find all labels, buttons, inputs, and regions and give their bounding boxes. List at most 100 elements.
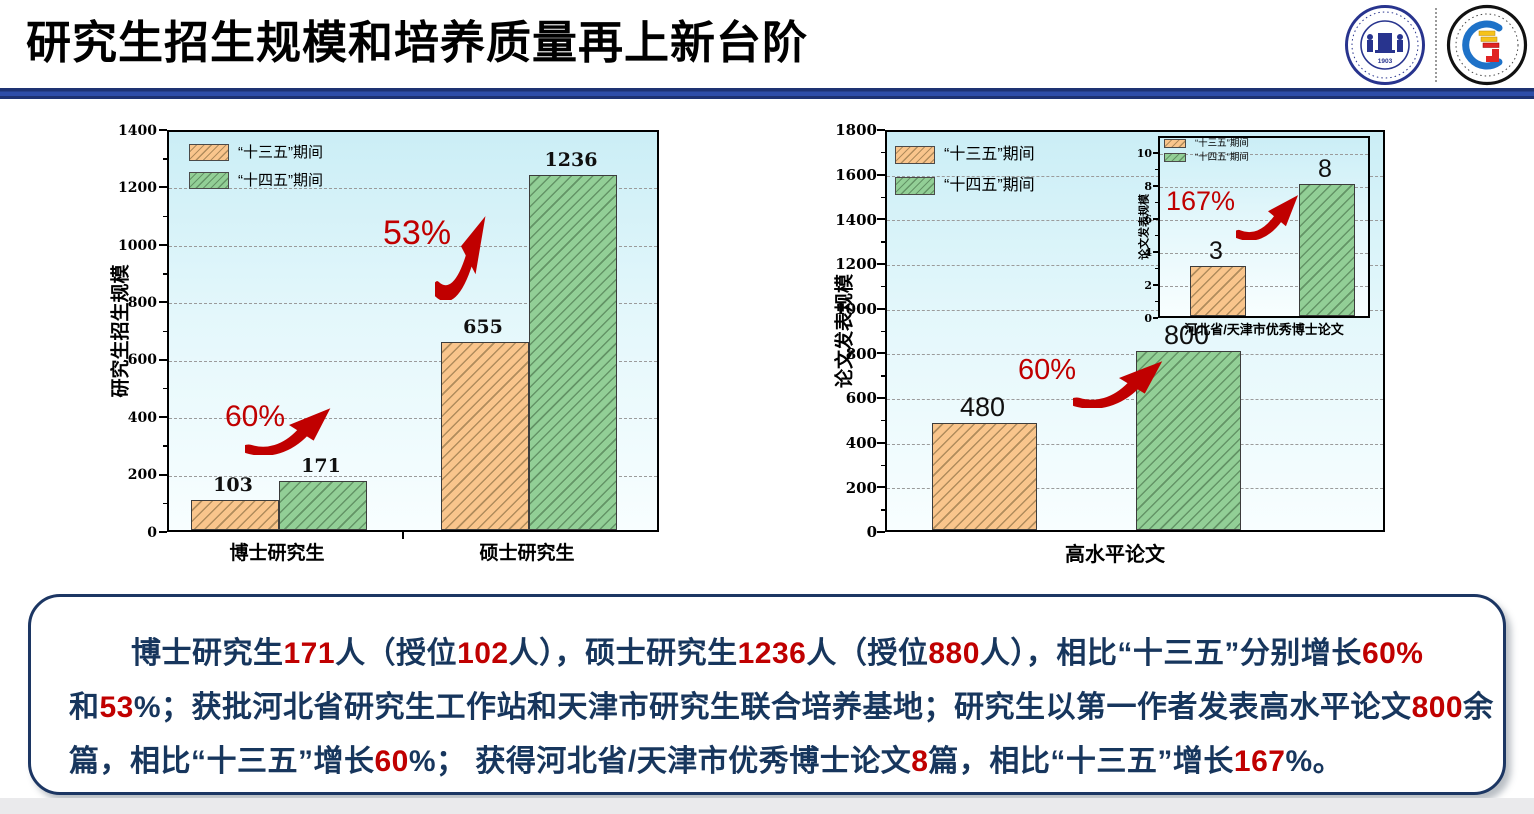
y-axis-label: 论文发表规模 [1138, 194, 1151, 260]
summary-text: 博士研究生 [131, 637, 284, 670]
legend-swatch [895, 146, 935, 164]
bar [1299, 183, 1355, 316]
title-rule [0, 88, 1534, 99]
y-tick-mark [877, 352, 885, 355]
y-minor-tick-mark [163, 387, 167, 390]
gridline [169, 245, 657, 247]
gridline [887, 354, 1383, 356]
summary-box: 博士研究生171人（授位102人），硕士研究生1236人（授位880人），相比“… [28, 594, 1506, 795]
summary-text: %。 [1285, 745, 1344, 778]
x-category-label: 高水平论文 [1065, 544, 1165, 566]
y-tick-mark [1153, 317, 1158, 319]
legend-row: “十三五”期间 [189, 144, 323, 161]
y-minor-tick-mark [163, 445, 167, 447]
y-tick-label: 200 [127, 467, 157, 484]
bar [932, 422, 1037, 530]
y-tick-label: 800 [845, 344, 877, 363]
growth-percent-label: 167% [1166, 186, 1236, 216]
gridline [1160, 186, 1368, 188]
summary-highlight: 800 [1411, 691, 1464, 724]
gridline [169, 188, 657, 190]
bar-value-label: 800 [1163, 320, 1210, 351]
growth-percent-label: 53% [383, 214, 452, 252]
y-tick-label: 1400 [835, 210, 877, 229]
y-tick-mark [159, 473, 167, 476]
slide-bottom-strip [0, 798, 1534, 814]
gridline [887, 175, 1383, 177]
legend-label: “十四五”期间 [1195, 151, 1249, 163]
gridline [887, 309, 1383, 311]
summary-highlight: 880 [928, 637, 980, 670]
summary-text: %； 获得河北省/天津市优秀博士论文 [408, 745, 912, 778]
y-minor-tick-mark [163, 215, 167, 218]
summary-highlight: 60 [374, 745, 409, 778]
y-minor-tick-mark [881, 285, 885, 288]
y-minor-tick-mark [1155, 201, 1158, 204]
y-tick-mark [877, 531, 885, 533]
legend-label: “十三五”期间 [944, 146, 1035, 163]
gridline [887, 399, 1383, 400]
summary-text: 人），硕士研究生 [508, 637, 738, 670]
legend-row: “十四五”期间 [1164, 151, 1249, 163]
y-minor-tick-mark [1155, 300, 1158, 303]
y-tick-mark [159, 243, 167, 246]
y-tick-mark [877, 173, 885, 176]
y-tick-label: 2 [1144, 278, 1152, 292]
y-tick-mark [877, 441, 885, 444]
summary-highlight: 167 [1233, 745, 1286, 778]
y-tick-label: 200 [845, 478, 877, 497]
x-category-label: 河北省/天津市优秀博士论文 [1184, 322, 1344, 337]
legend-swatch [189, 172, 229, 189]
summary-highlight: 171 [283, 637, 336, 670]
legend-label: “十三五”期间 [238, 144, 323, 161]
y-minor-tick-mark [881, 464, 885, 466]
summary-text: %；获批河北省研究生工作站和天津市研究生联合培养基地；研究生以第一作者发表高水平… [133, 691, 1412, 724]
y-minor-tick-mark [881, 151, 885, 154]
legend-swatch [1164, 152, 1186, 162]
y-tick-label: 1000 [118, 237, 157, 254]
gridline [887, 443, 1383, 445]
legend-row: “十四五”期间 [189, 172, 323, 189]
y-tick-mark [159, 186, 167, 189]
bar [1190, 266, 1246, 316]
gridline [1160, 285, 1368, 287]
legend-swatch [895, 177, 935, 195]
y-minor-tick-mark [881, 375, 885, 377]
bar-value-label: 3 [1209, 237, 1223, 266]
legend: “十三五”期间 “十四五”期间 [895, 146, 1035, 208]
university-seal-logo: 1903 [1345, 5, 1425, 85]
enrollment-bar-chart: 0 200 400 600 800 1000 1200 1400 103 171 655 1236 博士… [105, 120, 670, 598]
gridline [169, 360, 657, 362]
summary-highlight: 53 [99, 691, 134, 724]
bar-value-label: 1236 [544, 149, 598, 172]
y-tick-label: 8 [1144, 179, 1152, 193]
summary-highlight: 1236 [737, 637, 807, 670]
x-category-label: 硕士研究生 [479, 543, 575, 564]
y-tick-mark [1153, 217, 1158, 220]
y-tick-label: 800 [127, 294, 157, 311]
gridline [1160, 219, 1368, 221]
y-tick-mark [159, 531, 167, 533]
y-minor-tick-mark [881, 330, 885, 332]
gridline [169, 303, 657, 305]
papers-inset-chart: 0 2 4 6 8 10 3 8 河北省/天津市优秀博士论文 论文发表规模 “十三五”期间 “十四五”… [1137, 136, 1370, 337]
y-minor-tick-mark [163, 330, 167, 332]
bar-value-label: 103 [213, 474, 253, 497]
y-tick-mark [159, 129, 167, 131]
y-tick-label: 1000 [835, 299, 877, 318]
legend-swatch [189, 144, 229, 161]
growth-arrow [245, 408, 331, 455]
plot-area [167, 130, 659, 532]
y-tick-label: 1200 [118, 180, 157, 197]
growth-arrow [1073, 361, 1163, 408]
school-logo [1446, 4, 1528, 86]
bar [1136, 351, 1241, 530]
gridline [169, 418, 657, 420]
y-minor-tick-mark [881, 419, 885, 422]
page-title: 研究生招生规模和培养质量再上新台阶 [26, 17, 809, 68]
y-tick-mark [877, 218, 885, 221]
summary-text: 人（授位 [335, 637, 458, 670]
y-tick-label: 400 [127, 409, 157, 426]
summary-text: 余 [1463, 691, 1494, 724]
